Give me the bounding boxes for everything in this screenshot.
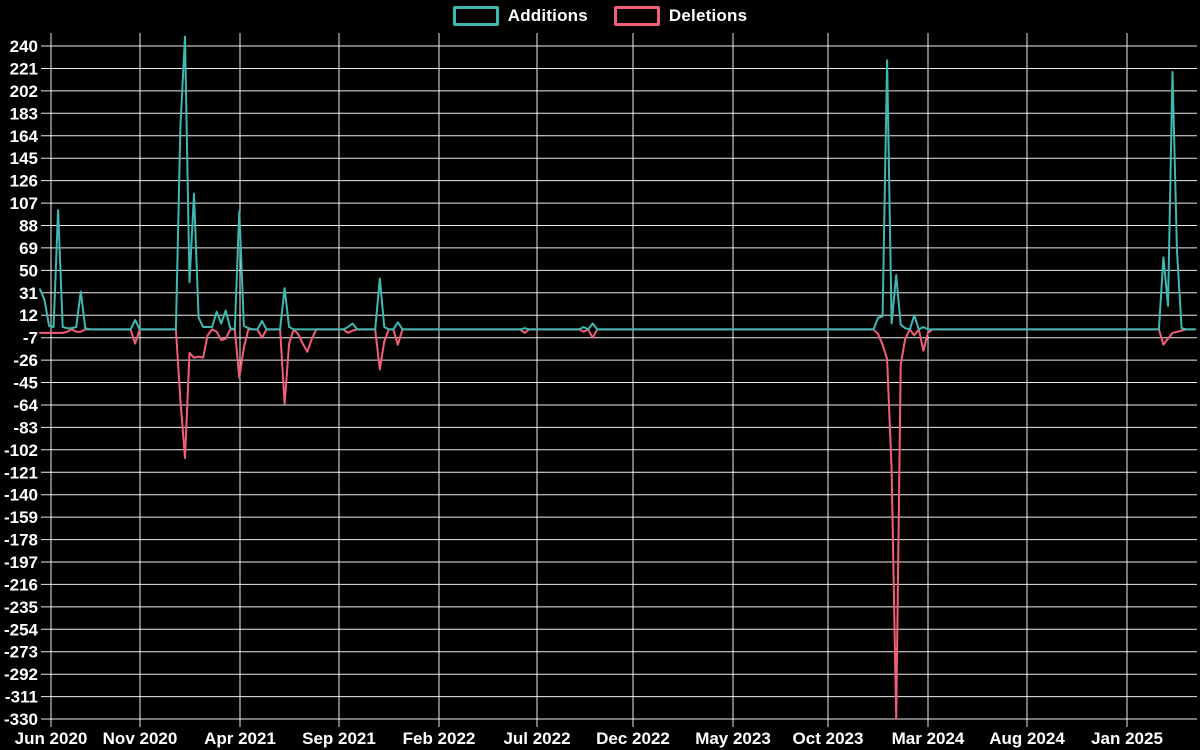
additions-line bbox=[39, 35, 1197, 331]
x-tick-label: Aug 2024 bbox=[989, 729, 1065, 748]
y-tick-label: -45 bbox=[13, 374, 38, 393]
y-tick-label: -121 bbox=[4, 463, 38, 482]
y-tick-label: -159 bbox=[4, 508, 38, 527]
x-tick-label: May 2023 bbox=[695, 729, 771, 748]
deletions-swatch bbox=[613, 6, 660, 26]
y-tick-label: 240 bbox=[10, 37, 38, 56]
x-tick-label: Jul 2022 bbox=[503, 729, 570, 748]
legend-item-deletions[interactable]: Deletions bbox=[613, 6, 748, 26]
x-tick-label: Dec 2022 bbox=[596, 729, 670, 748]
y-tick-label: 202 bbox=[10, 82, 38, 101]
y-tick-label: -311 bbox=[5, 688, 38, 707]
y-tick-label: -273 bbox=[4, 643, 38, 662]
chart-legend: Additions Deletions bbox=[0, 6, 1200, 26]
y-tick-label: -7 bbox=[23, 329, 38, 348]
deletions-line bbox=[39, 328, 1197, 720]
y-tick-label: 31 bbox=[19, 284, 38, 303]
y-tick-label: 69 bbox=[19, 239, 38, 258]
x-tick-label: Sep 2021 bbox=[302, 729, 376, 748]
y-tick-label: 88 bbox=[19, 217, 38, 236]
additions-swatch bbox=[452, 6, 499, 26]
x-tick-label: Mar 2024 bbox=[892, 729, 965, 748]
legend-item-additions[interactable]: Additions bbox=[452, 6, 588, 26]
x-tick-label: Jan 2025 bbox=[1091, 729, 1163, 748]
y-tick-label: -64 bbox=[13, 396, 38, 415]
y-tick-label: 107 bbox=[10, 194, 38, 213]
x-tick-label: Feb 2022 bbox=[403, 729, 476, 748]
y-tick-label: -235 bbox=[4, 598, 38, 617]
y-tick-label: 164 bbox=[10, 127, 39, 146]
y-tick-label: 12 bbox=[19, 306, 38, 325]
y-tick-label: -197 bbox=[4, 553, 38, 572]
y-tick-label: 145 bbox=[10, 149, 38, 168]
y-tick-label: -254 bbox=[4, 620, 39, 639]
x-tick-label: Oct 2023 bbox=[793, 729, 864, 748]
y-tick-label: -102 bbox=[4, 441, 38, 460]
x-tick-label: Jun 2020 bbox=[15, 729, 88, 748]
y-tick-label: 221 bbox=[10, 60, 38, 79]
x-tick-label: Apr 2021 bbox=[204, 729, 276, 748]
y-tick-label: -83 bbox=[13, 418, 38, 437]
y-tick-label: 183 bbox=[10, 104, 38, 123]
additions-legend-label: Additions bbox=[507, 6, 588, 25]
y-tick-label: -178 bbox=[4, 531, 38, 550]
y-tick-label: 126 bbox=[10, 172, 38, 191]
y-tick-label: -216 bbox=[4, 575, 38, 594]
y-tick-label: -26 bbox=[13, 351, 38, 370]
y-tick-label: -330 bbox=[4, 710, 38, 729]
x-tick-label: Nov 2020 bbox=[103, 729, 178, 748]
y-tick-label: 50 bbox=[19, 261, 38, 280]
y-tick-label: -292 bbox=[4, 665, 38, 684]
y-tick-label: -140 bbox=[4, 486, 38, 505]
deletions-legend-label: Deletions bbox=[668, 6, 748, 25]
